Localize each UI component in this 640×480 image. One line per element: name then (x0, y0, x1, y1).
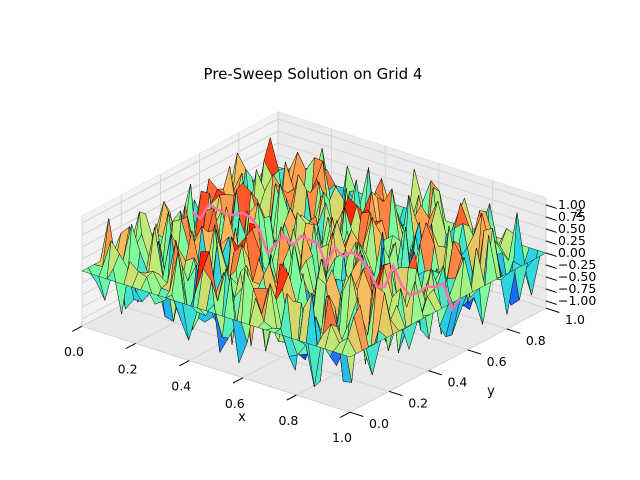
z-tick-mark (545, 252, 557, 257)
z-tick-label: −0.75 (558, 281, 596, 296)
z-tick-mark (545, 300, 557, 305)
z-tick-label: 0.50 (558, 221, 586, 236)
y-tick-label: 0.6 (487, 354, 507, 369)
x-tick-label: 0.6 (225, 396, 245, 411)
y-tick-mark (467, 349, 482, 355)
z-tick-mark (545, 264, 557, 269)
y-tick-label: 0.0 (369, 416, 389, 431)
z-tick-label: 0.75 (558, 209, 586, 224)
x-tick-label: 1.0 (332, 430, 352, 445)
y-tick-label: 0.2 (408, 395, 428, 410)
x-tick-mark (286, 394, 297, 401)
floor-grid-x (349, 307, 547, 413)
surface-facet (341, 337, 357, 358)
z-tick-label: 1.00 (558, 197, 586, 212)
z-tick-mark (545, 288, 557, 293)
z-tick-label: −0.25 (558, 257, 596, 272)
y-tick-label: 0.4 (447, 375, 467, 390)
x-tick-mark (71, 325, 83, 332)
x-tick-mark (232, 377, 244, 384)
floor-grid-y (81, 325, 351, 413)
chart-title: Pre-Sweep Solution on Grid 4 (204, 65, 423, 83)
x-tick-label: 0.0 (64, 344, 84, 359)
z-tick-mark (545, 276, 557, 281)
x-tick-mark (339, 411, 351, 418)
surface-trace-line (191, 202, 462, 313)
trace-polyline (191, 202, 462, 313)
x-tick-label: 0.4 (171, 379, 191, 394)
z-tick-label: 0.25 (558, 233, 586, 248)
y-tick-mark (545, 307, 560, 313)
y-tick-mark (506, 328, 521, 334)
y-axis-label: y (487, 384, 495, 399)
z-tick-label: −0.50 (558, 269, 596, 284)
axis-ticks: 0.0 0.2 0.4 0.6 0.8 1.0 0.0 0.2 0.4 0.6 0.8 1.0 −1.0… (64, 197, 596, 445)
x-tick-label: 0.8 (278, 413, 298, 428)
z-tick-mark (545, 216, 557, 221)
z-tick-label: −1.00 (558, 293, 596, 308)
x-axis-label: x (238, 410, 246, 425)
y-tick-mark (389, 390, 403, 397)
z-grid (81, 130, 547, 236)
y-tick-mark (428, 370, 442, 376)
z-tick-mark (545, 204, 557, 209)
y-tick-label: 0.8 (526, 333, 546, 348)
z-tick-mark (545, 228, 557, 233)
z-axis-label: z (576, 206, 583, 221)
z-grid (81, 118, 547, 224)
x-tick-label: 0.2 (118, 361, 138, 376)
z-grid (81, 142, 547, 248)
x-tick-mark (179, 360, 190, 367)
x-tick-mark (125, 342, 136, 350)
y-tick-label: 1.0 (565, 312, 585, 327)
z-tick-mark (545, 240, 557, 245)
y-tick-mark (349, 411, 364, 417)
z-tick-label: 0.00 (558, 245, 586, 260)
